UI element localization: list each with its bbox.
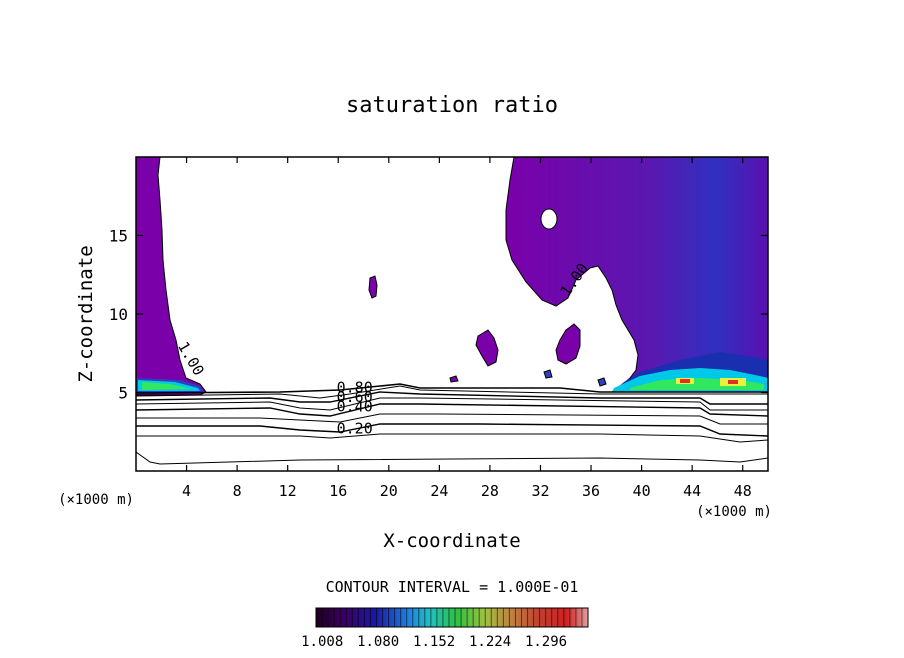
y-tick-label: 5 — [118, 384, 128, 403]
x-axis-unit-right: (×1000 m) — [696, 504, 772, 520]
patch-34km — [555, 323, 581, 365]
y-tick-label: 10 — [109, 305, 128, 324]
x-tick-label: 48 — [734, 482, 752, 500]
contour-label: 0.80 — [337, 379, 373, 397]
y-tick-label: 15 — [109, 227, 128, 246]
colorbar: 1.008 1.080 1.152 1.224 1.296 — [301, 607, 589, 650]
colorbar-stripes — [321, 608, 583, 627]
left-green-core — [142, 382, 192, 390]
colorbar-tick-label: 1.296 — [525, 634, 567, 650]
colorbar-tick-label: 1.080 — [357, 634, 399, 650]
right-red-patches — [680, 379, 738, 384]
contour-interval-text: CONTOUR INTERVAL = 1.000E-01 — [326, 578, 579, 596]
contour-label: 0.40 — [337, 397, 373, 415]
x-tick-label: 16 — [329, 482, 347, 500]
x-tick-label: 40 — [633, 482, 651, 500]
x-tick-label: 4 — [182, 482, 191, 500]
x-tick-label: 20 — [380, 482, 398, 500]
contour-label: 0.20 — [337, 419, 373, 437]
x-tick-label: 32 — [531, 482, 549, 500]
plot-area — [136, 157, 768, 465]
patch-18km — [368, 275, 378, 299]
colorbar-tick-label: 1.224 — [469, 634, 511, 650]
subsaturated-contours — [136, 383, 768, 465]
colorbar-tick-label: 1.008 — [301, 634, 343, 650]
left-cloud-region — [136, 157, 207, 396]
x-tick-label: 28 — [481, 482, 499, 500]
x-tick-label: 24 — [430, 482, 448, 500]
x-axis-label: X-coordinate — [383, 530, 520, 552]
chart-title: saturation ratio — [346, 93, 558, 118]
x-tick-label: 12 — [279, 482, 297, 500]
y-axis-label: Z-coordinate — [75, 245, 97, 382]
colorbar-labels: 1.008 1.080 1.152 1.224 1.296 — [301, 634, 567, 650]
contour-label: 0.60 — [337, 388, 373, 406]
x-axis-ticks: 4 8 12 16 20 24 28 32 36 40 44 48 — [182, 157, 752, 500]
x-tick-label: 8 — [233, 482, 242, 500]
patch-28km — [475, 329, 499, 367]
patch-small-a — [449, 375, 459, 383]
right-cloud-hole — [540, 208, 558, 230]
x-tick-label: 44 — [683, 482, 701, 500]
patch-small-b — [543, 369, 607, 387]
y-axis-ticks: 5 10 15 — [109, 227, 768, 403]
colorbar-bar — [315, 607, 589, 628]
x-tick-label: 36 — [582, 482, 600, 500]
colorbar-tick-label: 1.152 — [413, 634, 455, 650]
x-axis-unit-left: (×1000 m) — [58, 492, 134, 508]
